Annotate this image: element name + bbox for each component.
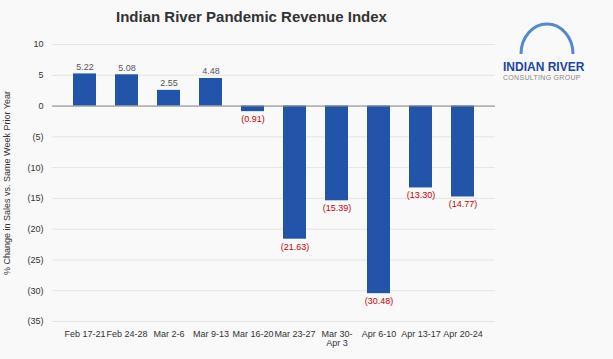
svg-text:(20): (20)	[27, 224, 43, 234]
svg-text:Mar 30-Apr 3: Mar 30-Apr 3	[321, 329, 352, 348]
svg-text:Mar 23-27: Mar 23-27	[274, 329, 315, 339]
svg-text:10: 10	[33, 39, 43, 49]
svg-text:Apr 13-17: Apr 13-17	[401, 329, 441, 339]
svg-text:(30): (30)	[27, 286, 43, 296]
svg-text:(14.77): (14.77)	[449, 199, 478, 209]
svg-text:5.08: 5.08	[118, 63, 136, 73]
svg-text:(5): (5)	[33, 132, 44, 142]
svg-text:(10): (10)	[27, 162, 43, 172]
svg-text:(35): (35)	[27, 316, 43, 326]
svg-text:(0.91): (0.91)	[241, 114, 265, 124]
svg-text:% Change in Sales vs. Same Wee: % Change in Sales vs. Same Week Prior Ye…	[2, 91, 12, 275]
svg-text:(21.63): (21.63)	[281, 242, 310, 252]
html-text:Indian River Pandemic Revenue: Indian River Pandemic Revenue Index	[116, 8, 387, 25]
svg-text:Feb 17-21: Feb 17-21	[64, 329, 105, 339]
html-text:INDIAN RIVER: INDIAN RIVER	[503, 60, 585, 74]
svg-text:5.22: 5.22	[76, 62, 94, 72]
html-text:CONSULTING GROUP: CONSULTING GROUP	[503, 74, 581, 81]
svg-text:Mar 2-6: Mar 2-6	[153, 329, 184, 339]
svg-text:Apr 20-24: Apr 20-24	[443, 329, 483, 339]
svg-text:Apr 6-10: Apr 6-10	[362, 329, 397, 339]
svg-text:0: 0	[38, 101, 43, 111]
svg-text:(13.30): (13.30)	[407, 190, 436, 200]
svg-text:Mar 16-20: Mar 16-20	[232, 329, 273, 339]
svg-text:5: 5	[38, 70, 43, 80]
svg-text:(25): (25)	[27, 255, 43, 265]
svg-text:(15.39): (15.39)	[323, 203, 352, 213]
svg-text:(15): (15)	[27, 193, 43, 203]
svg-text:(30.48): (30.48)	[365, 296, 394, 306]
svg-text:Feb 24-28: Feb 24-28	[106, 329, 147, 339]
svg-text:Mar 9-13: Mar 9-13	[193, 329, 229, 339]
svg-text:4.48: 4.48	[202, 66, 220, 76]
svg-text:2.55: 2.55	[160, 78, 178, 88]
